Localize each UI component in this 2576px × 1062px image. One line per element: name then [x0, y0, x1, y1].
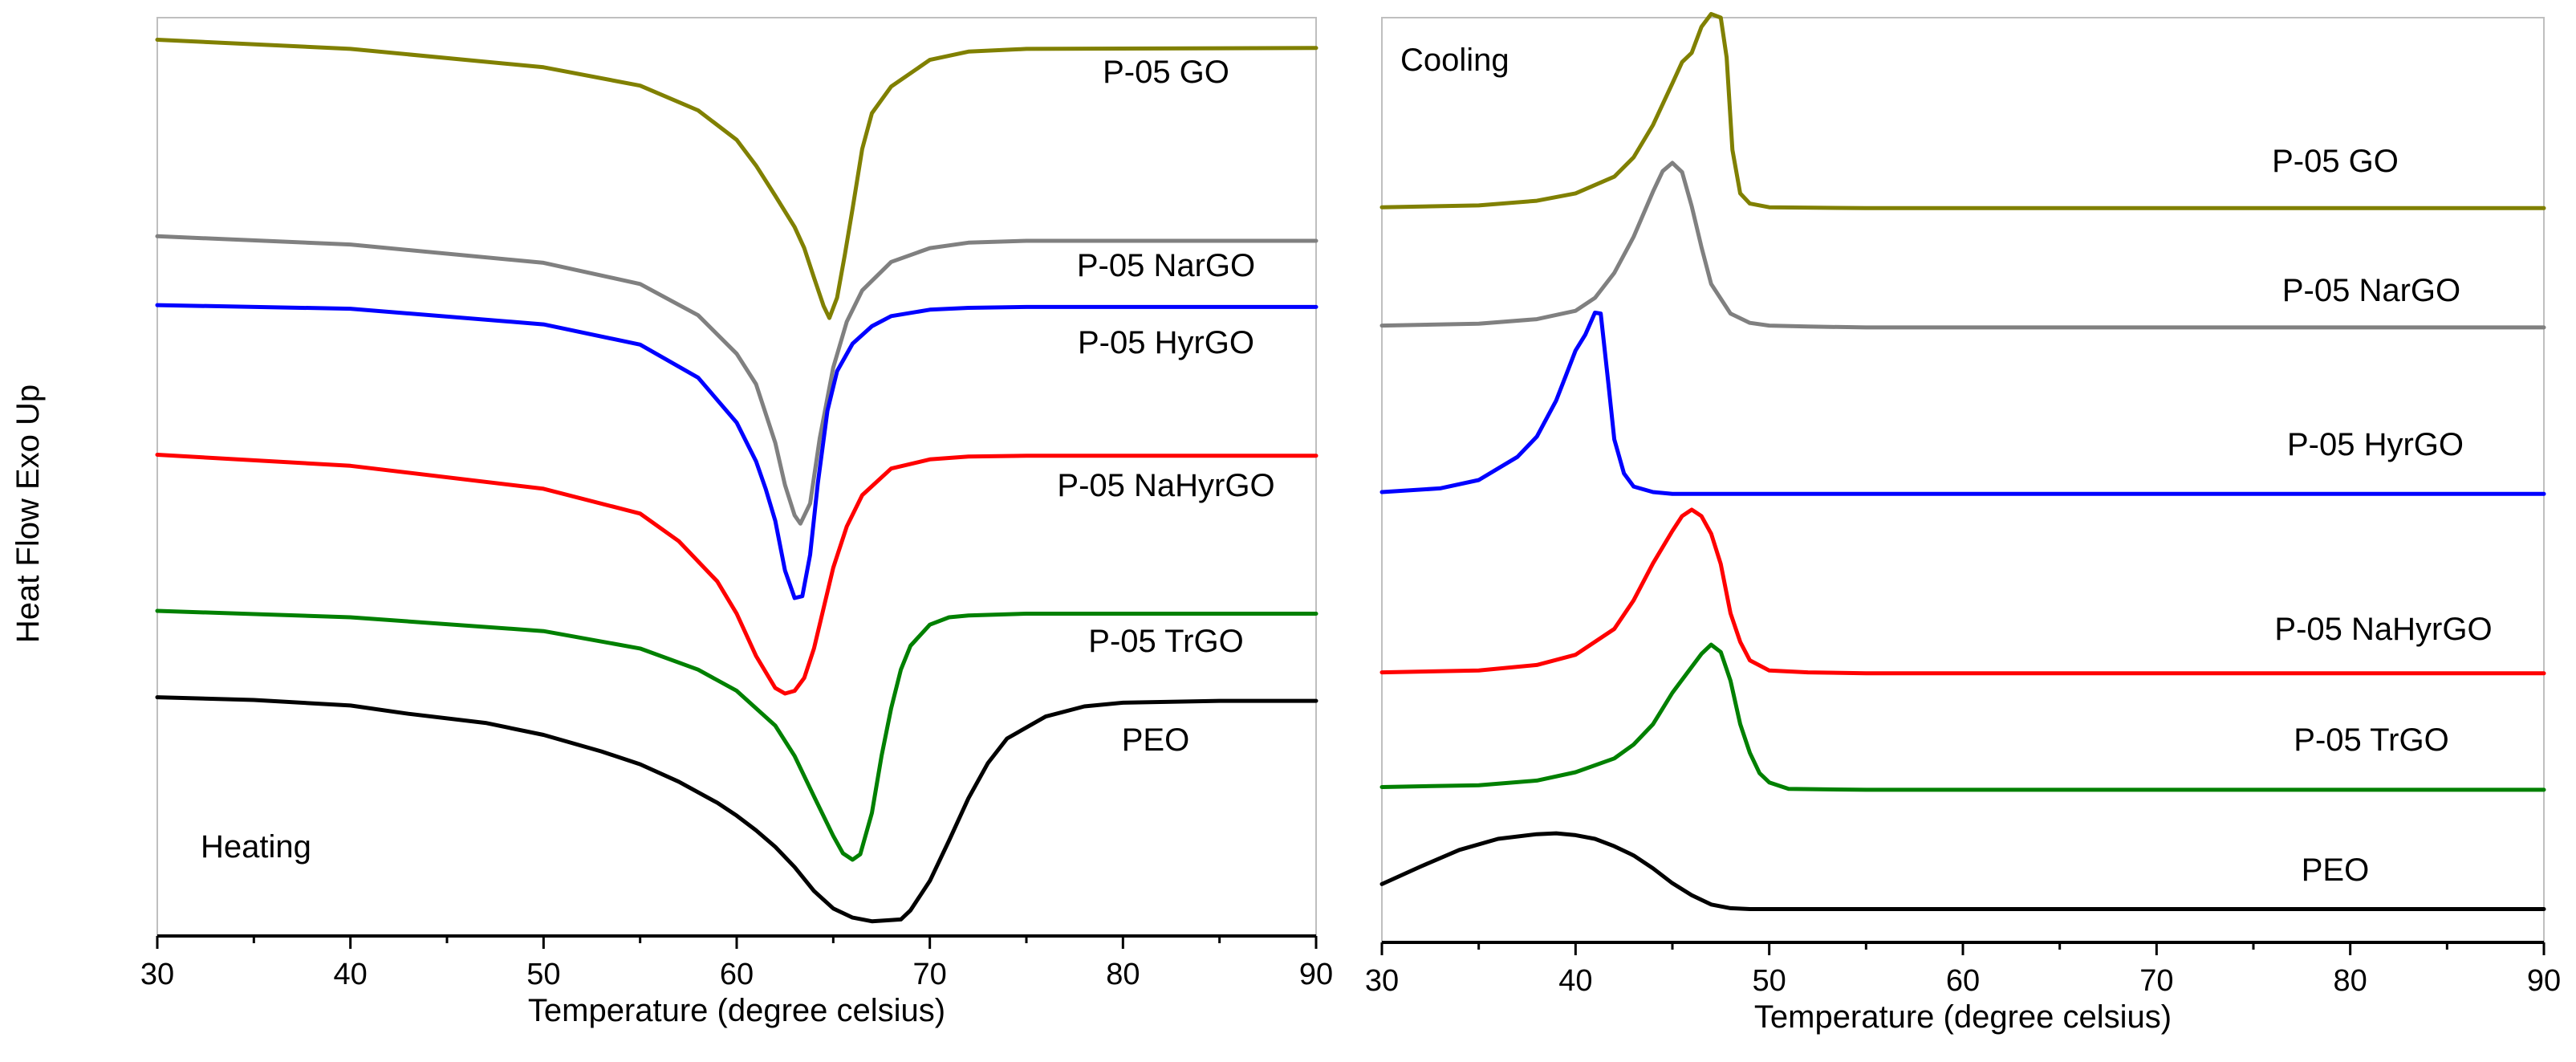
cooling-panel-label: Cooling	[1400, 43, 1509, 78]
heating-x-tick-label: 30	[140, 958, 174, 991]
heating-series-label-p-05-trgo: P-05 TrGO	[1088, 624, 1243, 659]
cooling-x-tick-label: 80	[2334, 964, 2367, 998]
heating-x-tick-label: 80	[1106, 958, 1140, 991]
heating-x-tick-label: 50	[526, 958, 560, 991]
cooling-series-label-p-05-trgo: P-05 TrGO	[2294, 722, 2448, 758]
heating-series-label-p-05-nahyrgo: P-05 NaHyrGO	[1057, 468, 1274, 503]
cooling-curve-p-05-nahyrgo	[1379, 507, 2546, 676]
heating-x-tick-label: 60	[720, 958, 754, 991]
cooling-series-label-p-05-nahyrgo: P-05 NaHyrGO	[2274, 612, 2492, 647]
cooling-curve-p-05-go	[1379, 11, 2546, 210]
cooling-series-label-p-05-hyrgo: P-05 HyrGO	[2287, 427, 2464, 462]
cooling-curve-p-05-nargo	[1379, 161, 2546, 330]
heating-x-tick-label: 90	[1299, 958, 1333, 991]
cooling-x-axis-label: Temperature (degree celsius)	[1754, 999, 2172, 1035]
heating-series-label-p-05-hyrgo: P-05 HyrGO	[1078, 325, 1254, 360]
heating-series-label-p-05-nargo: P-05 NarGO	[1077, 248, 1255, 283]
cooling-series-label-peo: PEO	[2302, 852, 2369, 888]
y-axis-label: Heat Flow Exo Up	[10, 385, 46, 643]
cooling-panel: P-05 GO P-05 NarGO P-05 HyrGO P-05 NaHyrGO P…	[1365, 11, 2561, 1035]
heating-panel: P-05 GO P-05 NarGO P-05 HyrGO P-05 NaHyrGO P…	[140, 17, 1333, 1028]
cooling-curve-p-05-hyrgo	[1379, 311, 2546, 496]
heating-curve-p-05-nahyrgo	[155, 453, 1318, 696]
cooling-x-tick-label: 30	[1365, 964, 1399, 998]
cooling-curve-p-05-trgo	[1379, 642, 2546, 792]
heating-series-label-p-05-go: P-05 GO	[1103, 55, 1229, 90]
heating-curve-peo	[155, 695, 1318, 924]
heating-curve-p-05-nargo	[155, 234, 1318, 526]
heating-curve-p-05-trgo	[155, 608, 1318, 862]
heating-curve-p-05-hyrgo	[155, 303, 1318, 600]
cooling-x-tick-label: 50	[1753, 964, 1786, 998]
heating-panel-label: Heating	[201, 829, 311, 865]
cooling-curve-peo	[1379, 831, 2546, 911]
heating-series-label-peo: PEO	[1122, 722, 1189, 758]
heating-x-tick-label: 40	[334, 958, 368, 991]
cooling-x-tick-label: 70	[2139, 964, 2173, 998]
cooling-x-tick-label: 90	[2527, 964, 2561, 998]
cooling-series-label-p-05-go: P-05 GO	[2272, 144, 2399, 179]
heating-x-tick-label: 70	[913, 958, 947, 991]
heating-x-axis-label: Temperature (degree celsius)	[528, 993, 945, 1028]
cooling-series-label-p-05-nargo: P-05 NarGO	[2282, 273, 2460, 308]
cooling-x-tick-label: 60	[1946, 964, 1980, 998]
cooling-x-tick-label: 40	[1558, 964, 1592, 998]
heating-curve-p-05-go	[155, 38, 1318, 320]
